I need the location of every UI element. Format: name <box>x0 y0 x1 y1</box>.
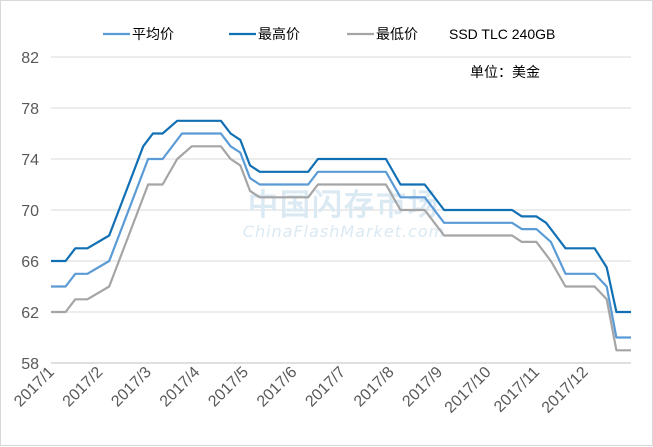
x-tick-label: 2017/7 <box>302 364 349 411</box>
legend-label: 最高价 <box>258 26 300 43</box>
legend: 平均价 最高价 最低价 <box>103 26 418 43</box>
series-line <box>51 119 631 314</box>
legend-label: 平均价 <box>132 27 174 43</box>
series-lines <box>51 119 631 352</box>
x-tick-label: 2017/10 <box>442 364 495 417</box>
x-tick-label: 2017/2 <box>60 364 107 411</box>
x-tick-label: 2017/12 <box>539 364 592 417</box>
series-line <box>51 132 631 339</box>
watermark: 中国闪存市场 ChinaFlashMarket.com <box>243 188 445 241</box>
chart-title: SSD TLC 240GB <box>449 26 555 42</box>
series-line <box>51 145 631 352</box>
y-tick-label: 74 <box>21 152 39 169</box>
x-tick-label: 2017/4 <box>157 364 204 411</box>
y-tick-label: 70 <box>21 203 39 220</box>
watermark-cn: 中国闪存市场 <box>248 188 440 223</box>
x-tick-label: 2017/11 <box>491 364 543 416</box>
y-tick-label: 58 <box>21 356 39 373</box>
unit-label: 单位：美金 <box>470 65 540 81</box>
x-tick-label: 2017/6 <box>254 364 301 411</box>
y-tick-label: 82 <box>21 50 39 67</box>
x-tick-label: 2017/9 <box>399 364 446 411</box>
x-tick-label: 2017/3 <box>108 364 155 411</box>
x-tick-label: 2017/8 <box>351 364 398 411</box>
legend-label: 最低价 <box>376 27 418 43</box>
y-tick-label: 78 <box>21 101 39 118</box>
watermark-en: ChinaFlashMarket.com <box>243 222 445 241</box>
y-tick-label: 62 <box>21 305 39 322</box>
x-tick-label: 2017/5 <box>205 364 252 411</box>
y-tick-label: 66 <box>21 254 39 271</box>
